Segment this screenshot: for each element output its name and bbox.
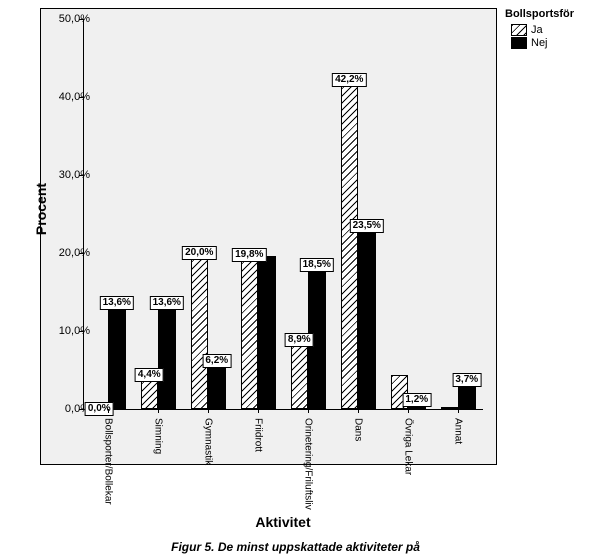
legend: Bollsportsför Ja Nej: [505, 8, 574, 50]
x-tick-label: Dans: [353, 418, 364, 441]
bar: [158, 303, 176, 409]
value-label: 13,6%: [150, 296, 184, 310]
bar: [258, 256, 276, 409]
x-tick-mark: [308, 409, 309, 413]
legend-item-nej: Nej: [511, 37, 574, 49]
swatch-solid-icon: [511, 37, 527, 49]
bar: [108, 303, 126, 409]
bar: [358, 226, 376, 409]
value-label: 4,4%: [135, 368, 164, 382]
x-tick-label: Friidrott: [253, 418, 264, 452]
x-tick-mark: [208, 409, 209, 413]
x-tick-mark: [158, 409, 159, 413]
value-label: 23,5%: [350, 219, 384, 233]
bar: [341, 80, 359, 409]
x-tick-mark: [108, 409, 109, 413]
y-axis-title-text: Procent: [33, 183, 49, 235]
value-label: 20,0%: [182, 246, 216, 260]
value-label: 8,9%: [285, 333, 314, 347]
y-tick-mark: [79, 409, 83, 410]
figure-root: 0,0%10,0%20,0%30,0%40,0%50,0% 0,0%13,6%4…: [0, 0, 591, 559]
bar: [291, 340, 309, 409]
x-tick-label: Bollsporter/Bollekar: [103, 418, 114, 505]
x-tick-label: Orinetering/Friluftsliv: [303, 418, 314, 510]
value-label: 13,6%: [100, 296, 134, 310]
x-axis: [83, 409, 483, 410]
value-label: 0,0%: [85, 402, 114, 416]
value-label: 42,2%: [332, 73, 366, 87]
bars-layer: 0,0%13,6%4,4%13,6%20,0%6,2%19,8%8,9%18,5…: [83, 19, 483, 409]
value-label: 1,2%: [402, 393, 431, 407]
value-label: 3,7%: [452, 373, 481, 387]
swatch-hatch-icon: [511, 24, 527, 36]
legend-label-nej: Nej: [531, 37, 548, 49]
x-axis-title: Aktivitet: [83, 514, 483, 530]
value-label: 18,5%: [300, 258, 334, 272]
legend-item-ja: Ja: [511, 24, 574, 36]
x-tick-label: Simning: [153, 418, 164, 454]
value-label: 19,8%: [232, 248, 266, 262]
x-tick-label: Gymnastik: [203, 418, 214, 465]
bar: [208, 361, 226, 409]
caption-text: De minst uppskattade aktiviteter på: [218, 540, 420, 554]
bar: [241, 255, 259, 409]
x-tick-mark: [258, 409, 259, 413]
bar: [441, 407, 459, 409]
x-tick-label: Övriga Lekar: [403, 418, 414, 475]
x-tick-label: Annat: [453, 418, 464, 444]
plot-panel: 0,0%10,0%20,0%30,0%40,0%50,0% 0,0%13,6%4…: [40, 8, 497, 465]
bar: [191, 253, 209, 409]
x-tick-mark: [408, 409, 409, 413]
legend-title: Bollsportsför: [505, 8, 574, 20]
figure-caption: Figur 5. De minst uppskattade aktivitete…: [0, 540, 591, 554]
caption-number: Figur 5: [171, 540, 211, 554]
x-tick-mark: [458, 409, 459, 413]
value-label: 6,2%: [202, 354, 231, 368]
x-tick-mark: [358, 409, 359, 413]
legend-label-ja: Ja: [531, 24, 543, 36]
